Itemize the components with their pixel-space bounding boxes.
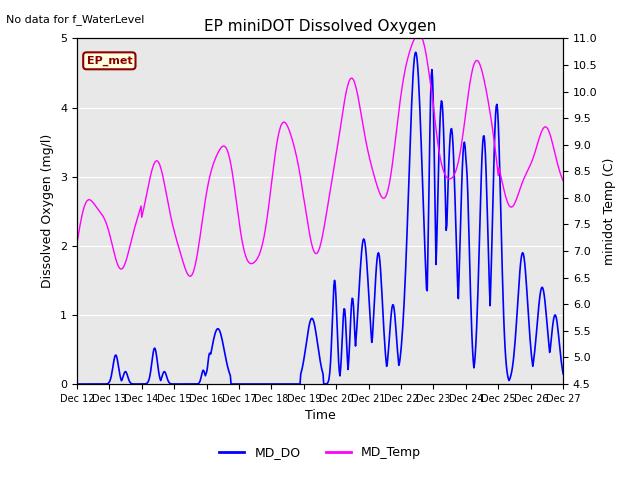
MD_Temp [82, 200, 90, 206]
MD_Temp [207, 168, 215, 173]
Line: MD_DO: MD_DO [77, 52, 563, 384]
MD_Temp [394, 120, 401, 125]
Y-axis label: Dissolved Oxygen (mg/l): Dissolved Oxygen (mg/l) [42, 134, 54, 288]
MD_DO [259, 381, 267, 387]
MD_Temp [559, 178, 567, 184]
MD_Temp [412, 36, 419, 41]
MD_Temp [132, 221, 140, 227]
Title: EP miniDOT Dissolved Oxygen: EP miniDOT Dissolved Oxygen [204, 20, 436, 35]
MD_Temp [380, 195, 387, 201]
MD_DO [412, 49, 420, 55]
X-axis label: Time: Time [305, 409, 335, 422]
MD_DO [380, 316, 387, 322]
MD_DO [559, 371, 567, 377]
MD_Temp [181, 265, 189, 271]
MD_DO [394, 348, 401, 353]
Y-axis label: minidot Temp (C): minidot Temp (C) [603, 157, 616, 265]
MD_DO [73, 381, 81, 387]
MD_DO [181, 381, 189, 387]
Text: No data for f_WaterLevel: No data for f_WaterLevel [6, 14, 145, 25]
Line: MD_Temp: MD_Temp [77, 38, 563, 276]
MD_DO [207, 351, 214, 357]
Text: EP_met: EP_met [86, 56, 132, 66]
MD_Temp [73, 241, 81, 247]
MD_DO [82, 381, 90, 387]
MD_DO [132, 381, 140, 387]
MD_Temp [186, 274, 194, 279]
Legend: MD_DO, MD_Temp: MD_DO, MD_Temp [214, 441, 426, 464]
